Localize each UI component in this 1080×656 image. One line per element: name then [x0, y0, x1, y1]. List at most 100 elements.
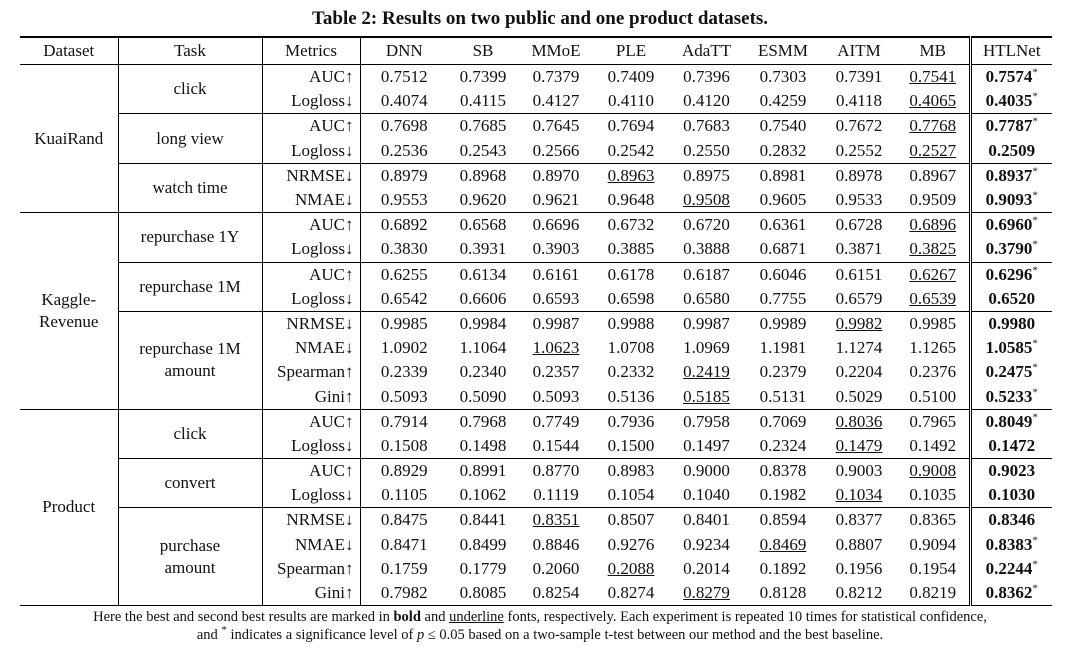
metric-cell: AUC↑: [261, 212, 360, 238]
value-cell: 0.8991: [448, 458, 518, 484]
value-cell: 0.8979: [359, 162, 448, 188]
value: 0.7914: [380, 411, 428, 431]
value-cell: 0.3790*: [968, 237, 1052, 262]
value: 0.7303: [759, 67, 807, 87]
value: 0.8471: [380, 534, 428, 554]
value-cell: 0.7982: [359, 580, 448, 606]
significance-mark: *: [1032, 263, 1038, 276]
value-cell: 0.2088: [594, 557, 668, 581]
value: 0.1544: [532, 435, 580, 455]
value-cell: 0.6267: [897, 261, 970, 287]
value: 0.5100: [909, 386, 957, 406]
value-cell: 0.1034: [821, 483, 897, 508]
value: 0.7768: [909, 116, 957, 136]
value: 0.2475: [985, 362, 1033, 382]
value: 0.9985: [380, 313, 428, 333]
value: 0.9989: [759, 313, 807, 333]
value: 0.5233: [985, 386, 1033, 406]
column-header: PLE: [594, 37, 668, 65]
value: 0.8967: [909, 165, 957, 185]
value: 0.7936: [607, 411, 655, 431]
value: 0.7396: [683, 67, 730, 87]
value: 0.9987: [532, 313, 580, 333]
value-cell: 0.9008: [897, 458, 970, 484]
value-cell: 0.7399: [448, 65, 518, 90]
significance-mark: *: [1032, 411, 1038, 424]
value-cell: 0.6696: [518, 212, 594, 238]
value: 0.6896: [909, 215, 957, 235]
task-cell: watch time: [117, 162, 262, 213]
value: 0.1105: [381, 485, 428, 505]
value-cell: 0.7396: [668, 65, 745, 90]
value-cell: 0.8365: [897, 507, 970, 533]
value: 0.8981: [759, 165, 807, 185]
value-cell: 0.1030: [968, 483, 1052, 508]
cell-line: KuaiRand: [34, 128, 104, 148]
value-cell: 0.2244*: [968, 556, 1052, 581]
value-cell: 0.7965: [897, 408, 970, 434]
metric-cell: Spearman↑: [261, 556, 360, 581]
value: 0.7391: [835, 67, 883, 87]
cell-line: Revenue: [39, 311, 99, 331]
value-cell: 0.1954: [897, 557, 970, 581]
value-cell: 0.1892: [745, 557, 821, 581]
value-cell: 0.5131: [745, 384, 821, 409]
value-cell: 0.2566: [518, 139, 594, 164]
value: 0.1035: [909, 485, 957, 505]
value-cell: 0.1119: [518, 483, 594, 508]
value-cell: 0.8362*: [968, 580, 1052, 606]
value-cell: 0.4035*: [968, 89, 1052, 114]
value-cell: 1.0902: [359, 336, 448, 361]
significance-mark: *: [1032, 189, 1038, 202]
value: 0.9648: [607, 190, 655, 210]
value: 0.7968: [459, 411, 507, 431]
value-cell: 0.7914: [359, 408, 448, 434]
value: 0.8049: [985, 411, 1033, 431]
value-cell: 0.8085: [448, 581, 518, 606]
table-row: Logloss↓ 0.1105 0.1062 0.1119 0.1054 0.1040 0.…: [20, 483, 1052, 508]
table-row: Logloss↓ 0.6542 0.6606 0.6593 0.6598 0.6580 0.…: [20, 286, 1052, 312]
value-cell: 0.1479: [821, 434, 897, 459]
value-cell: 0.2419: [668, 360, 745, 384]
cell-line: watch time: [152, 177, 228, 197]
value: 0.1054: [607, 485, 655, 505]
value: 0.8937: [985, 165, 1033, 185]
value-cell: 0.7749: [518, 408, 594, 434]
table-row: long view AUC↑ 0.7698 0.7685 0.7645 0.7694 0.7…: [20, 113, 1052, 164]
value-cell: 0.8212: [821, 581, 897, 606]
results-table: Dataset Task Metrics DNN SB MMoE PLE AdaTT ESMM A…: [20, 36, 1052, 607]
value: 1.0708: [607, 338, 655, 358]
value: 0.1954: [909, 558, 957, 578]
table-title: Table 2: Results on two public and one p…: [311, 8, 769, 29]
value: 1.0902: [380, 338, 428, 358]
value-cell: 0.7936: [594, 408, 668, 434]
value-cell: 0.2339: [359, 360, 448, 385]
value: 0.2324: [759, 435, 807, 455]
value-cell: 0.9984: [448, 310, 518, 337]
value: 0.5185: [683, 386, 730, 406]
significance-mark: *: [1032, 385, 1038, 398]
value-cell: 0.3931: [448, 237, 518, 262]
metric-cell: NMAE↓: [261, 532, 360, 557]
value-cell: 0.8983: [594, 458, 668, 484]
value-cell: 0.2536: [359, 138, 448, 164]
value: 0.2527: [909, 140, 957, 160]
value: 0.6520: [988, 288, 1036, 308]
value: 0.2339: [380, 362, 428, 382]
value: 0.3825: [909, 239, 957, 259]
column-header: SB: [448, 37, 518, 65]
value-cell: 1.1981: [745, 336, 821, 360]
value: 0.1759: [380, 558, 428, 578]
value: 1.1274: [835, 338, 883, 358]
value: 0.1956: [835, 558, 883, 578]
column-header: AITM: [821, 37, 897, 65]
value: 0.8274: [607, 583, 655, 603]
value: 0.6151: [835, 264, 883, 284]
value: 0.9620: [459, 190, 507, 210]
value-cell: 0.6296*: [968, 261, 1052, 287]
table-row: NMAE↓ 0.9553 0.9620 0.9621 0.9648 0.9508 0.960…: [20, 187, 1052, 213]
value: 0.8983: [607, 461, 655, 481]
value-cell: 0.1040: [668, 483, 745, 508]
value-cell: 0.9605: [745, 188, 821, 213]
value: 0.9094: [909, 534, 957, 554]
